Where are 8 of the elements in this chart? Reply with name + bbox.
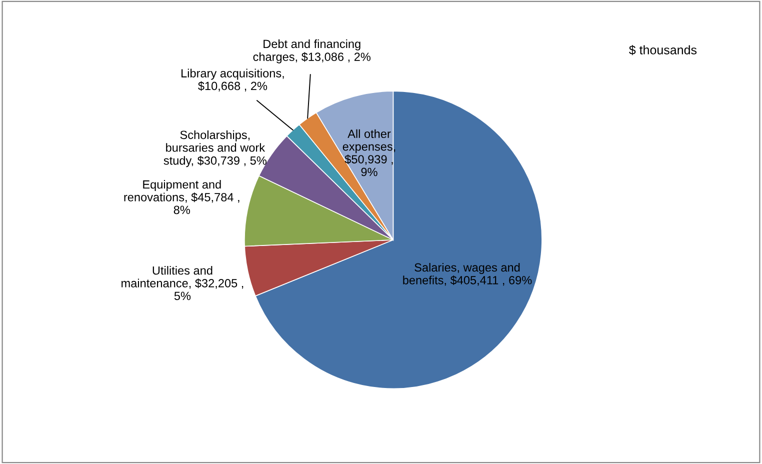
slice-label: Equipment and renovations, $45,784 , 8%: [124, 180, 240, 214]
slice-label: Utilities and maintenance, $32,205 , 5%: [122, 266, 244, 300]
slice-label: Debt and financing charges, $13,086 , 2%: [253, 39, 371, 64]
slice-label: All other expenses, $50,939 , 9%: [342, 129, 396, 176]
text: $ thousands: [629, 45, 697, 56]
slice-label: Library acquisitions, $10,668 , 2%: [182, 68, 284, 92]
slice-label: Scholarships, bursaries and work study, $30,739 , 5%: [164, 130, 266, 168]
slice-label: Salaries, wages and benefits, $405,411 , 69%: [403, 262, 532, 286]
